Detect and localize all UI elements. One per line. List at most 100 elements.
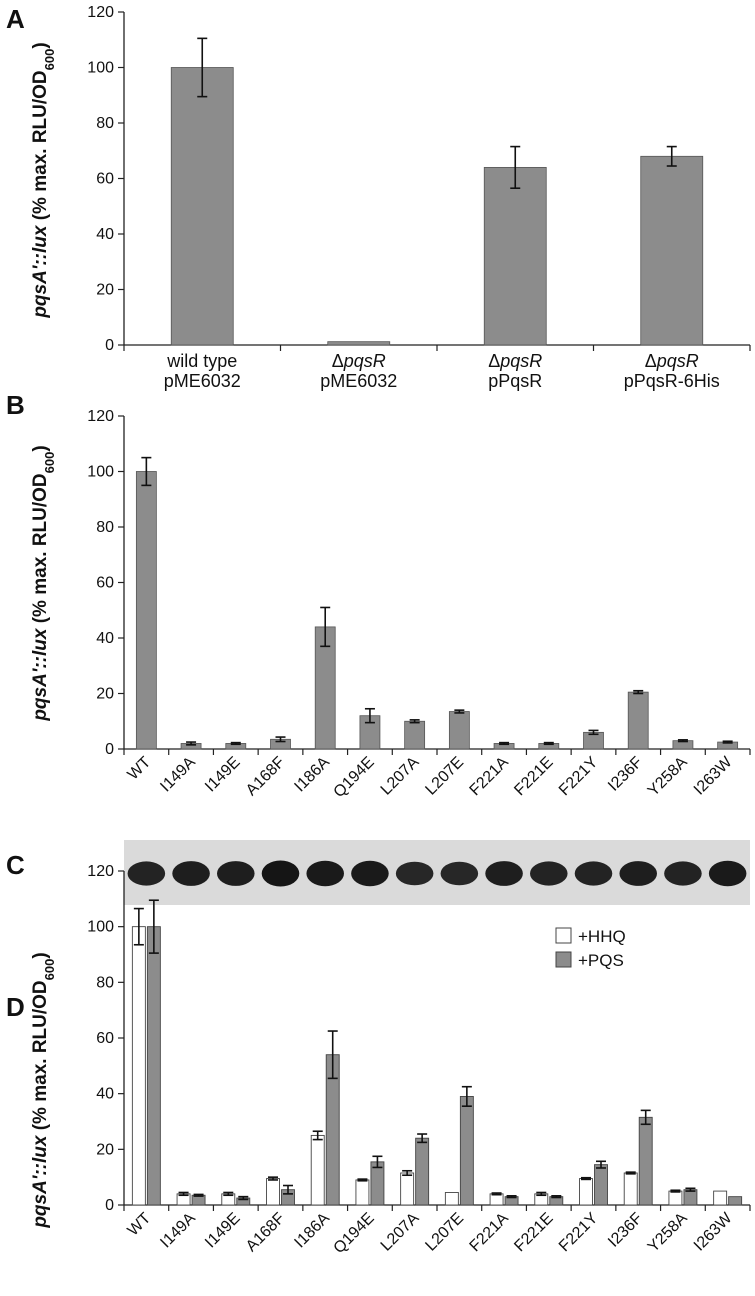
svg-text:pqsA'::lux (% max. RLU/OD600): pqsA'::lux (% max. RLU/OD600): [30, 445, 57, 721]
y-tick-label: 80: [96, 519, 114, 536]
y-tick-label: 60: [96, 575, 114, 592]
bar: [135, 471, 157, 750]
panel-a-ylabel: pqsA'::lux (% max. RLU/OD600): [30, 42, 57, 318]
panel-letter-d: D: [6, 992, 25, 1022]
bar-pqs: [638, 1116, 653, 1206]
x-category-label: I263W: [691, 1209, 736, 1254]
y-tick-label: 120: [87, 863, 114, 880]
blot-band: [440, 861, 479, 886]
bar-pqs: [415, 1137, 430, 1206]
bar-pqs: [146, 926, 161, 1206]
y-tick-label: 0: [105, 1197, 114, 1214]
blot-band: [619, 861, 657, 886]
y-tick-label: 100: [87, 919, 114, 936]
bar: [640, 155, 704, 346]
x-category-label: ΔpqsR: [488, 351, 542, 371]
blot-band: [127, 861, 166, 886]
panel-d-ylabel: pqsA'::lux (% max. RLU/OD600): [30, 952, 57, 1228]
x-category-label: L207E: [422, 1210, 467, 1255]
blot-band: [485, 861, 523, 886]
x-category-label: L207A: [378, 754, 423, 799]
panel-c: C: [6, 840, 750, 905]
x-category-gene: pqsR: [343, 351, 386, 371]
x-category-label: I149E: [202, 1210, 244, 1252]
legend-label: +HHQ: [578, 927, 626, 946]
x-category-label: WT: [125, 1210, 155, 1240]
ylabel-normal-a: (% max. RLU/OD: [30, 70, 51, 225]
y-tick-label: 0: [105, 741, 114, 758]
x-category-label: I236F: [605, 754, 646, 795]
x-category-label: L207A: [378, 1210, 423, 1255]
y-tick-label: 120: [87, 4, 114, 21]
legend-swatch: [555, 951, 572, 968]
y-tick-label: 80: [96, 115, 114, 132]
x-category-label: A168F: [243, 754, 289, 800]
x-category-label: WT: [125, 754, 155, 784]
ylabel-close-a: ): [30, 42, 51, 48]
y-tick-label: 100: [87, 60, 114, 77]
y-tick-label: 20: [96, 686, 114, 703]
x-category-label: ΔpqsR: [645, 351, 699, 371]
bar-hhq: [444, 1192, 459, 1206]
bar-hhq: [489, 1193, 504, 1206]
panel-a: A pqsA'::lux (% max. RLU/OD600) 0 20 40 60 8…: [6, 4, 751, 391]
delta-symbol: Δ: [645, 351, 657, 371]
bar-hhq: [131, 926, 146, 1206]
delta-symbol: Δ: [332, 351, 344, 371]
bar-hhq: [579, 1178, 593, 1206]
bar-pqs: [370, 1161, 385, 1206]
y-tick-label: 40: [96, 630, 114, 647]
x-category-label: I149A: [157, 1210, 199, 1252]
x-category-label: I236F: [605, 1210, 646, 1251]
x-category-label: A168F: [243, 1210, 289, 1256]
blot-band: [574, 861, 613, 886]
blot-band: [172, 861, 210, 886]
blot-band: [261, 860, 300, 887]
panel-b: B pqsA'::lux (% max. RLU/OD600) 0 20 40 60 8…: [6, 390, 751, 801]
x-category-line2: pME6032: [320, 371, 397, 391]
bar-pqs: [594, 1164, 608, 1206]
x-category-label: F221A: [467, 1210, 513, 1256]
x-category-label: F221Y: [556, 754, 602, 800]
x-category-label: Y258A: [645, 754, 691, 800]
ylabel-italic-b: pqsA'::lux: [30, 627, 51, 722]
y-tick-label: 40: [96, 226, 114, 243]
y-tick-label: 60: [96, 171, 114, 188]
ylabel-sub-d: 600: [42, 959, 57, 981]
x-category-label: Y258A: [645, 1210, 691, 1256]
bar-hhq: [668, 1190, 683, 1206]
svg-text:pqsA'::lux (% max. RLU/OD600): pqsA'::lux (% max. RLU/OD600): [30, 42, 57, 318]
bar: [483, 166, 547, 346]
x-category-label: L207E: [422, 754, 467, 799]
x-category-label: F221Y: [556, 1210, 602, 1256]
x-category-label: I149A: [157, 754, 199, 796]
x-category-label: ΔpqsR: [332, 351, 386, 371]
legend-swatch: [555, 927, 572, 944]
panel-letter-a: A: [6, 4, 25, 34]
x-category-label: wild type: [166, 351, 237, 371]
bar-hhq: [400, 1172, 415, 1206]
x-category-line2: pPqsR: [488, 371, 542, 391]
bar: [327, 341, 391, 346]
legend-label: +PQS: [578, 951, 624, 970]
x-category-line1: wild type: [166, 351, 237, 371]
y-tick-label: 100: [87, 464, 114, 481]
y-tick-label: 40: [96, 1086, 114, 1103]
x-category-gene: pqsR: [499, 351, 542, 371]
blot-band: [306, 860, 344, 887]
ylabel-italic-d: pqsA'::lux: [30, 1134, 51, 1229]
blot-band: [395, 861, 434, 886]
x-category-label: Q194E: [331, 754, 378, 801]
x-category-label: Q194E: [331, 1210, 378, 1257]
ylabel-sub-a: 600: [42, 49, 57, 71]
y-tick-label: 20: [96, 1141, 114, 1158]
x-category-label: I186A: [291, 754, 333, 796]
x-category-label: F221A: [467, 754, 513, 800]
panel-letter-c: C: [6, 850, 25, 880]
bar-hhq: [623, 1172, 638, 1206]
panel-letter-b: B: [6, 390, 25, 420]
blot-band: [708, 860, 747, 887]
y-tick-label: 80: [96, 974, 114, 991]
bar-pqs: [459, 1095, 474, 1206]
